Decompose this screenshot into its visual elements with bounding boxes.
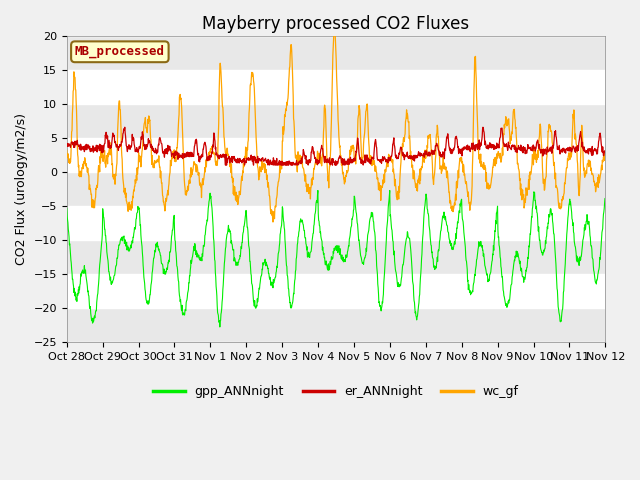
Bar [67,172,605,206]
gpp_ANNnight [538,249,546,255]
gpp_ANNnight [216,324,224,330]
wc_gf [538,151,546,156]
wc_gf [420,159,428,165]
Line: wc_gf: wc_gf [67,19,605,222]
er_ANNnight [420,151,428,157]
er_ANNnight [243,157,251,163]
Line: gpp_ANNnight: gpp_ANNnight [67,191,605,327]
Bar [67,240,605,274]
wc_gf [63,147,70,153]
er_ANNnight [491,142,499,148]
gpp_ANNnight [420,210,428,216]
gpp_ANNnight [63,205,70,211]
gpp_ANNnight [491,236,499,241]
gpp_ANNnight [386,188,394,193]
wc_gf [170,150,177,156]
Title: Mayberry processed CO2 Fluxes: Mayberry processed CO2 Fluxes [202,15,470,33]
er_ANNnight [479,124,487,130]
er_ANNnight [170,150,177,156]
gpp_ANNnight [602,195,609,201]
er_ANNnight [602,148,609,154]
gpp_ANNnight [170,217,177,223]
wc_gf [602,153,609,159]
wc_gf [243,156,251,162]
Y-axis label: CO2 Flux (urology/m2/s): CO2 Flux (urology/m2/s) [15,113,28,265]
er_ANNnight [63,143,70,149]
er_ANNnight [538,147,546,153]
wc_gf [269,219,277,225]
Line: er_ANNnight: er_ANNnight [67,127,605,165]
gpp_ANNnight [182,298,190,304]
gpp_ANNnight [243,225,251,230]
er_ANNnight [182,154,190,160]
Bar [67,36,605,70]
Bar [67,104,605,138]
Legend: gpp_ANNnight, er_ANNnight, wc_gf: gpp_ANNnight, er_ANNnight, wc_gf [148,380,524,403]
Bar [67,308,605,342]
Text: MB_processed: MB_processed [75,45,165,59]
er_ANNnight [221,162,229,168]
wc_gf [330,16,338,22]
wc_gf [491,155,499,161]
wc_gf [182,191,190,197]
